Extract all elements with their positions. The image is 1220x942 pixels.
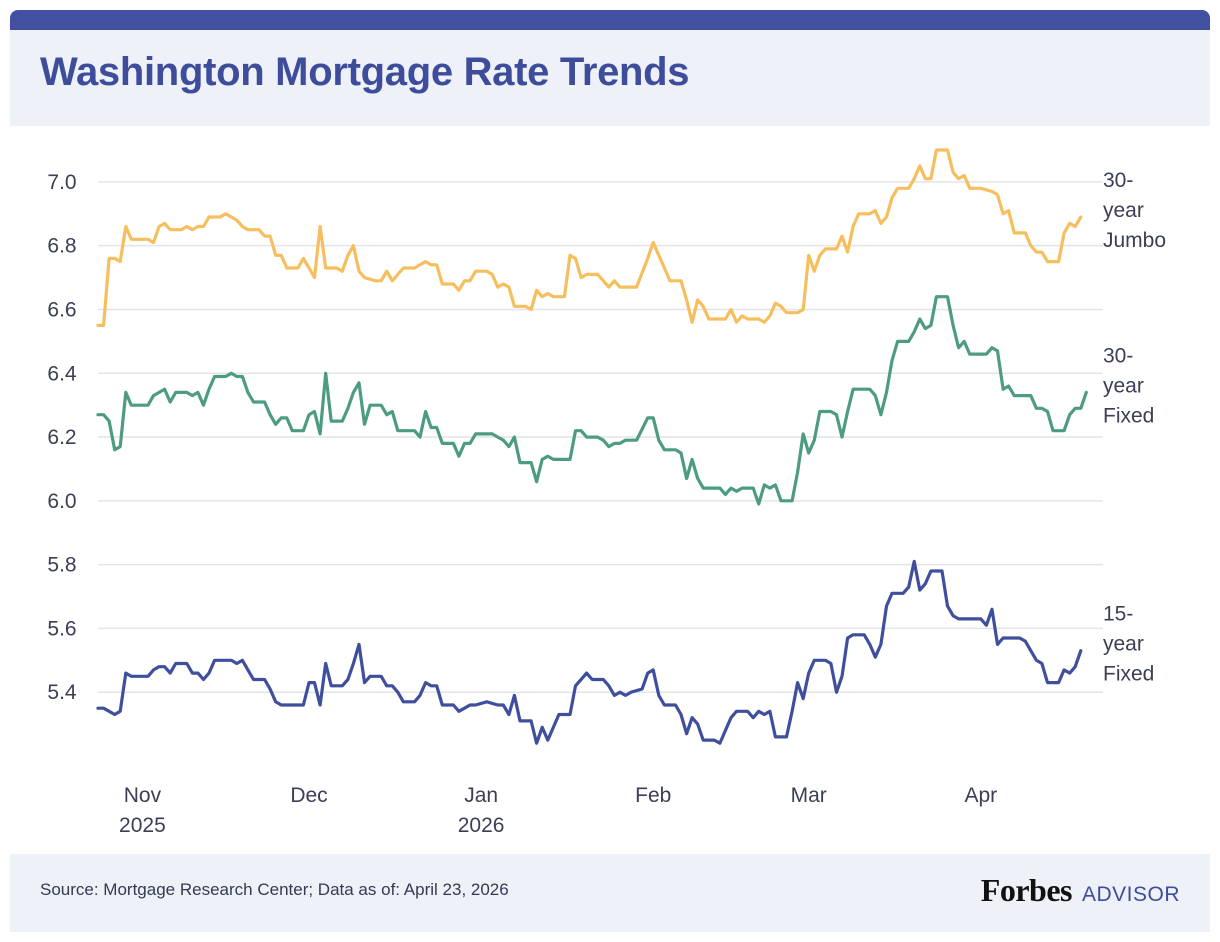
series-label-line: Fixed <box>1103 404 1154 427</box>
x-tick-label-line: Nov <box>124 784 162 807</box>
series-label-line: year <box>1103 633 1144 656</box>
y-tick-label: 6.2 <box>47 426 76 449</box>
series-line-15-year-fixed <box>96 559 1083 745</box>
series-label-line: year <box>1103 199 1144 222</box>
x-tick-label: Feb <box>635 784 671 807</box>
x-tick-label-line: 2025 <box>119 814 166 837</box>
x-tick-label-line: Dec <box>290 784 327 807</box>
advisor-wordmark: ADVISOR <box>1081 883 1180 906</box>
x-tick-label: Mar <box>791 784 827 807</box>
y-tick-label: 7.0 <box>47 171 76 194</box>
x-tick-label: Nov 2025 <box>119 784 166 837</box>
series-label-line: 30- <box>1103 169 1133 192</box>
series-label-line: 30- <box>1103 344 1133 367</box>
y-tick-label: 5.6 <box>47 617 76 640</box>
x-tick-label-line: Jan <box>464 784 498 807</box>
y-tick-label: 6.4 <box>47 362 77 385</box>
forbes-advisor-logo: Forbes ADVISOR <box>981 872 1180 909</box>
y-tick-label: 5.8 <box>47 554 76 577</box>
series-label-15-year-fixed: 15- year Fixed <box>1103 603 1154 686</box>
forbes-wordmark: Forbes <box>980 872 1073 908</box>
y-tick-label: 6.6 <box>47 298 76 321</box>
series-line-30-year-fixed <box>96 295 1088 506</box>
line-chart: 7.0 6.8 6.6 6.4 6.2 6.0 5.8 5.6 5.4 Nov 2025 Dec Jan… <box>47 148 1166 837</box>
header: Washington Mortgage Rate Trends <box>10 30 1210 126</box>
series-label-line: Jumbo <box>1103 229 1166 252</box>
chart-area: 7.0 6.8 6.6 6.4 6.2 6.0 5.8 5.6 5.4 Nov 2025 Dec Jan… <box>10 126 1210 854</box>
x-tick-label-line: Feb <box>635 784 671 807</box>
x-tick-label: Apr <box>965 784 998 807</box>
series-line-30-year-jumbo <box>96 148 1083 327</box>
footer: Source: Mortgage Research Center; Data a… <box>10 854 1210 932</box>
source-note: Source: Mortgage Research Center; Data a… <box>40 880 509 899</box>
series-label-line: 15- <box>1103 603 1133 626</box>
series-label-line: Fixed <box>1103 663 1154 686</box>
x-tick-label-line: Mar <box>791 784 827 807</box>
series-label-30-year-jumbo: 30- year Jumbo <box>1103 169 1166 252</box>
x-tick-label: Dec <box>290 784 327 807</box>
page-title: Washington Mortgage Rate Trends <box>40 50 690 94</box>
y-tick-label: 6.0 <box>47 490 76 513</box>
series-label-line: year <box>1103 374 1144 397</box>
x-tick-label-line: Apr <box>965 784 998 807</box>
x-tick-label-line: 2026 <box>458 814 505 837</box>
top-accent-bar <box>10 10 1210 30</box>
y-tick-label: 5.4 <box>47 681 77 704</box>
series-label-30-year-fixed: 30- year Fixed <box>1103 344 1154 427</box>
y-tick-label: 6.8 <box>47 235 76 258</box>
x-tick-label: Jan 2026 <box>458 784 505 837</box>
